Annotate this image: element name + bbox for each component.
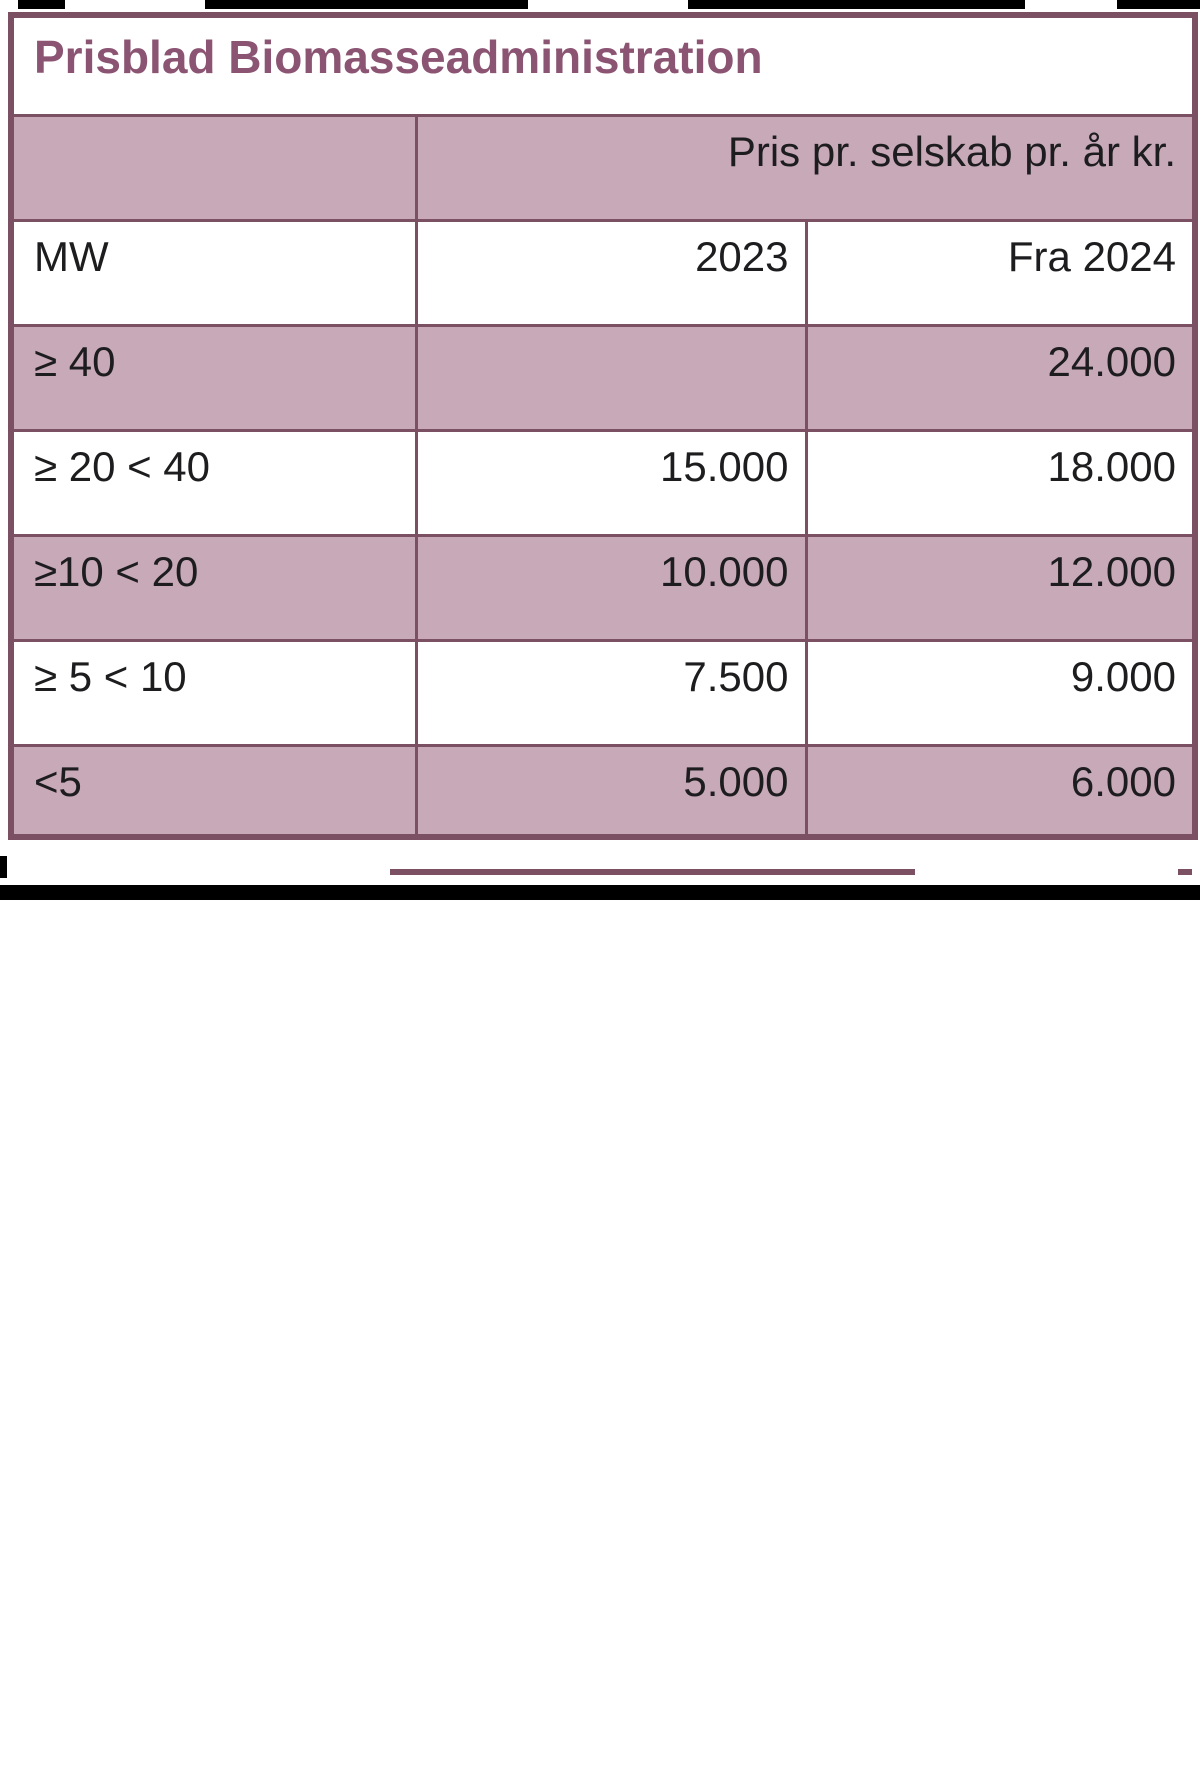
- cell-price-2023: 7.500: [414, 638, 808, 747]
- col-header-2023: 2023: [414, 218, 808, 327]
- scan-artifact-gap: [65, 0, 205, 9]
- cell-price-2024: 18.000: [804, 428, 1197, 537]
- scan-artifact-gap: [1025, 0, 1117, 9]
- cell-price-2024: 6.000: [804, 743, 1197, 839]
- scan-artifact-top-bar: [18, 0, 1200, 9]
- scan-artifact-shadow: [1178, 869, 1192, 875]
- table-row: ≥10 < 20 10.000 12.000: [9, 533, 1197, 642]
- col-header-mw: MW: [9, 218, 418, 327]
- cell-price-2024: 12.000: [804, 533, 1197, 642]
- table-row: ≥ 5 < 10 7.500 9.000: [9, 638, 1197, 747]
- unit-header-label: Pris pr. selskab pr. år kr.: [414, 113, 1197, 222]
- scan-artifact-gap: [528, 0, 688, 9]
- cell-mw-range: ≥ 20 < 40: [9, 428, 418, 537]
- cell-price-2023: 5.000: [414, 743, 808, 839]
- table-row: <5 5.000 6.000: [9, 743, 1197, 839]
- column-header-row: MW 2023 Fra 2024: [9, 218, 1197, 327]
- table-row: ≥ 20 < 40 15.000 18.000: [9, 428, 1197, 537]
- table-title: Prisblad Biomasseadministration: [9, 13, 1197, 117]
- scan-artifact-gap: [795, 1781, 1180, 1785]
- cell-price-2024: 24.000: [804, 323, 1197, 432]
- cell-price-2024: 9.000: [804, 638, 1197, 747]
- col-header-fra-2024: Fra 2024: [804, 218, 1197, 327]
- table-title-row: Prisblad Biomasseadministration: [9, 13, 1197, 117]
- cell-mw-range: ≥10 < 20: [9, 533, 418, 642]
- cell-mw-range: ≥ 5 < 10: [9, 638, 418, 747]
- cell-price-2023: 10.000: [414, 533, 808, 642]
- cell-price-2023: [414, 323, 808, 432]
- cell-mw-range: <5: [9, 743, 418, 839]
- table-row: ≥ 40 24.000: [9, 323, 1197, 432]
- scan-artifact-shadow: [390, 869, 915, 875]
- unit-header-row: Pris pr. selskab pr. år kr.: [9, 113, 1197, 222]
- cell-mw-range: ≥ 40: [9, 323, 418, 432]
- scan-artifact-bottom-bar: [0, 885, 1200, 1785]
- cell-price-2023: 15.000: [414, 428, 808, 537]
- unit-header-empty-cell: [9, 113, 418, 222]
- document-page: Prisblad Biomasseadministration Pris pr.…: [0, 0, 1200, 900]
- scan-artifact-corner: [0, 856, 7, 878]
- price-table: Prisblad Biomasseadministration Pris pr.…: [8, 12, 1199, 840]
